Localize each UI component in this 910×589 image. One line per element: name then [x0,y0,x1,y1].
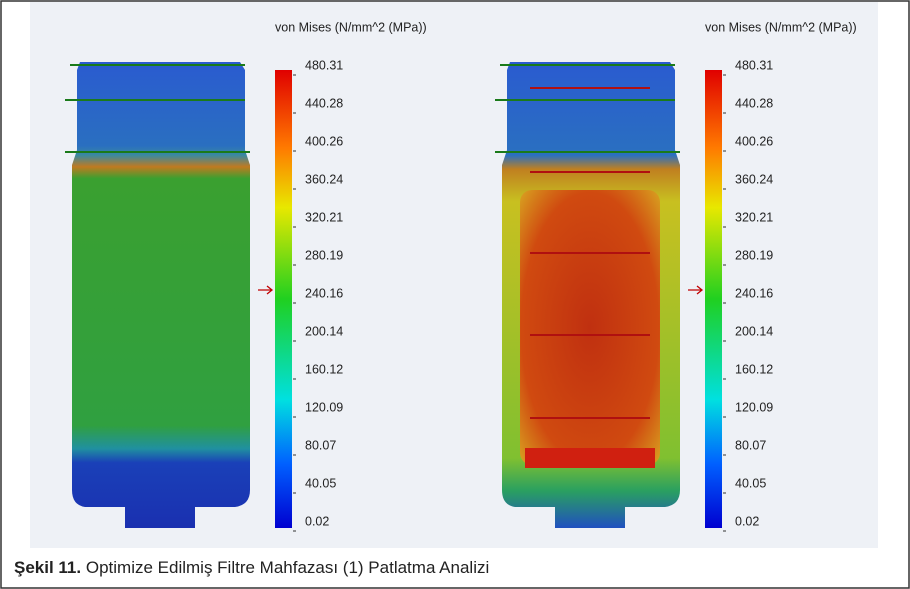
tick-label: 480.31 [735,58,773,72]
tick-label: 240.16 [735,286,773,300]
tick-label: 440.28 [735,96,773,110]
tick-label: 320.21 [735,210,773,224]
tick-label: 240.16 [305,286,343,300]
page: von Mises (N/mm^2 (MPa)) 480.31 440.28 400.… [0,0,910,589]
caption-label: Şekil 11. [14,558,81,577]
tick-label: 120.09 [735,400,773,414]
figure: von Mises (N/mm^2 (MPa)) 480.31 440.28 400.… [0,0,910,589]
legend-title: von Mises (N/mm^2 (MPa)) [275,20,427,34]
vessel-left [72,62,250,528]
tick-label: 200.14 [305,324,343,338]
tick-label: 320.21 [305,210,343,224]
tick-label: 0.02 [735,514,759,528]
tick-label: 40.05 [305,476,336,490]
caption: Şekil 11. Optimize Edilmiş Filtre Mahfaz… [14,558,489,578]
tick-label: 280.19 [735,248,773,262]
tick-label: 40.05 [735,476,766,490]
tick-label: 360.24 [305,172,343,186]
color-bar [275,70,292,528]
tick-label: 120.09 [305,400,343,414]
color-bar [705,70,722,528]
stress-band [525,448,655,468]
tick-label: 280.19 [305,248,343,262]
tick-label: 0.02 [305,514,329,528]
tick-label: 80.07 [735,438,766,452]
tick-label: 360.24 [735,172,773,186]
tick-label: 440.28 [305,96,343,110]
tick-label: 200.14 [735,324,773,338]
stress-core [520,190,660,465]
tick-label: 480.31 [305,58,343,72]
caption-text: Optimize Edilmiş Filtre Mahfazası (1) Pa… [86,558,489,577]
legend-title: von Mises (N/mm^2 (MPa)) [705,20,857,34]
tick-label: 400.26 [735,134,773,148]
tick-label: 80.07 [305,438,336,452]
tick-label: 400.26 [305,134,343,148]
tick-label: 160.12 [735,362,773,376]
tick-label: 160.12 [305,362,343,376]
figure-art: von Mises (N/mm^2 (MPa)) 480.31 440.28 400.… [0,0,910,589]
